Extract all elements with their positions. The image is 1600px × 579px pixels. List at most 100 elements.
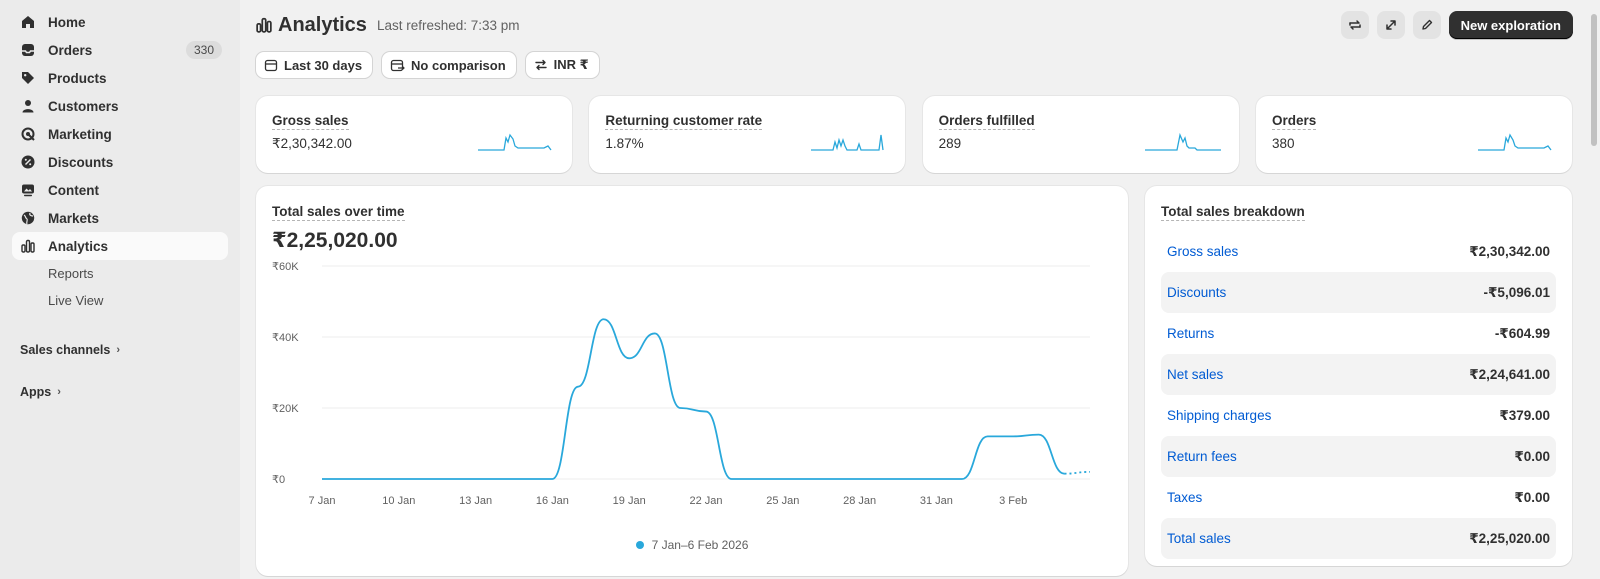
orders-fulfilled-sparkline [1144, 132, 1221, 151]
image-icon [20, 182, 36, 198]
tag-icon [20, 70, 36, 86]
currency-label: INR ₹ [553, 57, 589, 72]
metric-card-returning-rate[interactable]: Returning customer rate 1.87% [589, 96, 906, 173]
breakdown-link-return-fees[interactable]: Return fees [1167, 449, 1237, 464]
filter-bar: Last 30 days No comparison INR ₹ [256, 52, 609, 78]
sidebar-item-label: Content [48, 182, 99, 198]
sidebar-item-label: Orders [48, 42, 93, 58]
x-tick-label: 22 Jan [689, 495, 722, 507]
calendar-compare-icon [390, 58, 405, 72]
comparison-button[interactable]: No comparison [382, 52, 516, 78]
returning-rate-sparkline [811, 134, 884, 151]
legend-dot [635, 541, 644, 549]
sales-over-time-total: ₹2,25,020.00 [272, 229, 398, 252]
breakdown-amount: ₹0.00 [1514, 489, 1550, 505]
breakdown-link-total-sales[interactable]: Total sales [1167, 531, 1231, 546]
date-range-button[interactable]: Last 30 days [256, 52, 373, 78]
breakdown-link-taxes[interactable]: Taxes [1167, 490, 1203, 505]
inbox-icon [20, 42, 36, 58]
refresh-button[interactable] [1340, 11, 1369, 39]
sales-line-chart: ₹0 ₹20K ₹40K ₹60K 7 Jan 10 Jan 13 Jan 16 Jan 19 … [272, 261, 1091, 507]
bar-chart-icon [20, 238, 36, 254]
sales-channels-link[interactable]: Sales channels › [20, 340, 240, 360]
breakdown-link-returns[interactable]: Returns [1167, 326, 1215, 341]
chevron-right-icon: › [116, 344, 120, 356]
calendar-icon [264, 58, 278, 72]
breakdown-row-shipping-charges: Shipping charges ₹379.00 [1161, 395, 1556, 436]
sidebar-item-products[interactable]: Products [12, 64, 228, 92]
breakdown-amount: ₹2,30,342.00 [1469, 243, 1550, 259]
metric-label: Orders [1271, 113, 1317, 130]
breakdown-amount: -₹604.99 [1494, 325, 1550, 341]
y-tick-label: ₹0 [272, 474, 285, 486]
globe-icon [20, 210, 36, 226]
breakdown-amount: ₹0.00 [1514, 448, 1550, 464]
fullscreen-button[interactable] [1376, 11, 1405, 39]
sidebar-item-analytics[interactable]: Analytics [12, 232, 228, 260]
scrollbar-thumb[interactable] [1591, 14, 1597, 146]
metric-value: ₹2,30,342.00 [272, 136, 352, 151]
currency-button[interactable]: INR ₹ [525, 52, 599, 78]
page-title: Analytics [278, 13, 367, 36]
exchange-icon [534, 58, 548, 72]
sidebar-item-discounts[interactable]: Discounts [12, 148, 228, 176]
metric-card-gross-sales[interactable]: Gross sales ₹2,30,342.00 [256, 96, 572, 173]
x-tick-label: 31 Jan [920, 495, 953, 507]
sidebar-spacer [0, 314, 240, 340]
sales-over-time-panel: Total sales over time ₹2,25,020.00 ₹0 ₹20… [256, 186, 1128, 576]
breakdown-link-net-sales[interactable]: Net sales [1167, 367, 1224, 382]
y-tick-label: ₹60K [272, 261, 299, 273]
pencil-icon [1421, 19, 1432, 30]
breakdown-link-discounts[interactable]: Discounts [1167, 285, 1227, 300]
x-tick-label: 19 Jan [613, 495, 646, 507]
metric-label: Returning customer rate [605, 113, 763, 130]
sidebar-item-label: Markets [48, 210, 100, 226]
metric-card-orders-fulfilled[interactable]: Orders fulfilled 289 [922, 96, 1239, 173]
metric-label: Orders fulfilled [938, 113, 1035, 130]
sidebar-item-customers[interactable]: Customers [12, 92, 228, 120]
sidebar-item-label: Marketing [48, 126, 112, 142]
sales-over-time-title[interactable]: Total sales over time [272, 204, 405, 221]
metric-value: 289 [938, 136, 962, 151]
sidebar-subitem-live-view[interactable]: Live View [48, 293, 104, 308]
sidebar-item-orders[interactable]: Orders 330 [12, 36, 228, 64]
sidebar-item-marketing[interactable]: Marketing [12, 120, 228, 148]
x-tick-label: 16 Jan [536, 495, 569, 507]
sidebar-item-content[interactable]: Content [12, 176, 228, 204]
x-tick-label: 13 Jan [459, 495, 492, 507]
person-icon [20, 98, 36, 114]
bar-chart-icon [256, 17, 272, 33]
sidebar-item-label: Products [48, 70, 107, 86]
page-scrollbar[interactable] [1588, 0, 1600, 579]
breakdown-amount: -₹5,096.01 [1483, 284, 1550, 300]
chevron-right-icon: › [57, 386, 61, 398]
breakdown-table: Gross sales ₹2,30,342.00 Discounts -₹5,0… [1161, 231, 1556, 559]
sidebar-item-markets[interactable]: Markets [12, 204, 228, 232]
breakdown-row-gross-sales: Gross sales ₹2,30,342.00 [1161, 231, 1556, 272]
metric-card-orders[interactable]: Orders 380 [1255, 96, 1572, 173]
y-tick-label: ₹40K [272, 332, 299, 344]
edit-button[interactable] [1412, 11, 1441, 39]
breakdown-link-shipping-charges[interactable]: Shipping charges [1167, 408, 1272, 423]
home-icon [20, 14, 36, 30]
sales-series-partial-line [1064, 471, 1091, 475]
breakdown-row-total-sales: Total sales ₹2,25,020.00 [1161, 518, 1556, 559]
sales-channels-label: Sales channels [20, 343, 111, 357]
sales-breakdown-title[interactable]: Total sales breakdown [1161, 204, 1305, 221]
breakdown-row-taxes: Taxes ₹0.00 [1161, 477, 1556, 518]
sidebar-subitem-reports[interactable]: Reports [48, 266, 94, 281]
orders-sparkline [1477, 133, 1552, 151]
apps-link[interactable]: Apps › [20, 382, 240, 402]
x-tick-label: 3 Feb [999, 495, 1027, 507]
sidebar-item-label: Home [48, 14, 86, 30]
target-icon [20, 126, 36, 142]
new-exploration-button[interactable]: New exploration [1448, 11, 1573, 39]
sidebar: Home Orders 330 Products Customers Marke… [0, 0, 240, 579]
sidebar-item-home[interactable]: Home [12, 8, 228, 36]
metric-value: 1.87% [605, 136, 644, 151]
gross-sales-sparkline [478, 133, 552, 151]
sidebar-item-label: Customers [48, 98, 119, 114]
sales-series-line[interactable] [321, 318, 1065, 480]
breakdown-amount: ₹2,24,641.00 [1469, 366, 1550, 382]
breakdown-link-gross-sales[interactable]: Gross sales [1167, 244, 1239, 259]
